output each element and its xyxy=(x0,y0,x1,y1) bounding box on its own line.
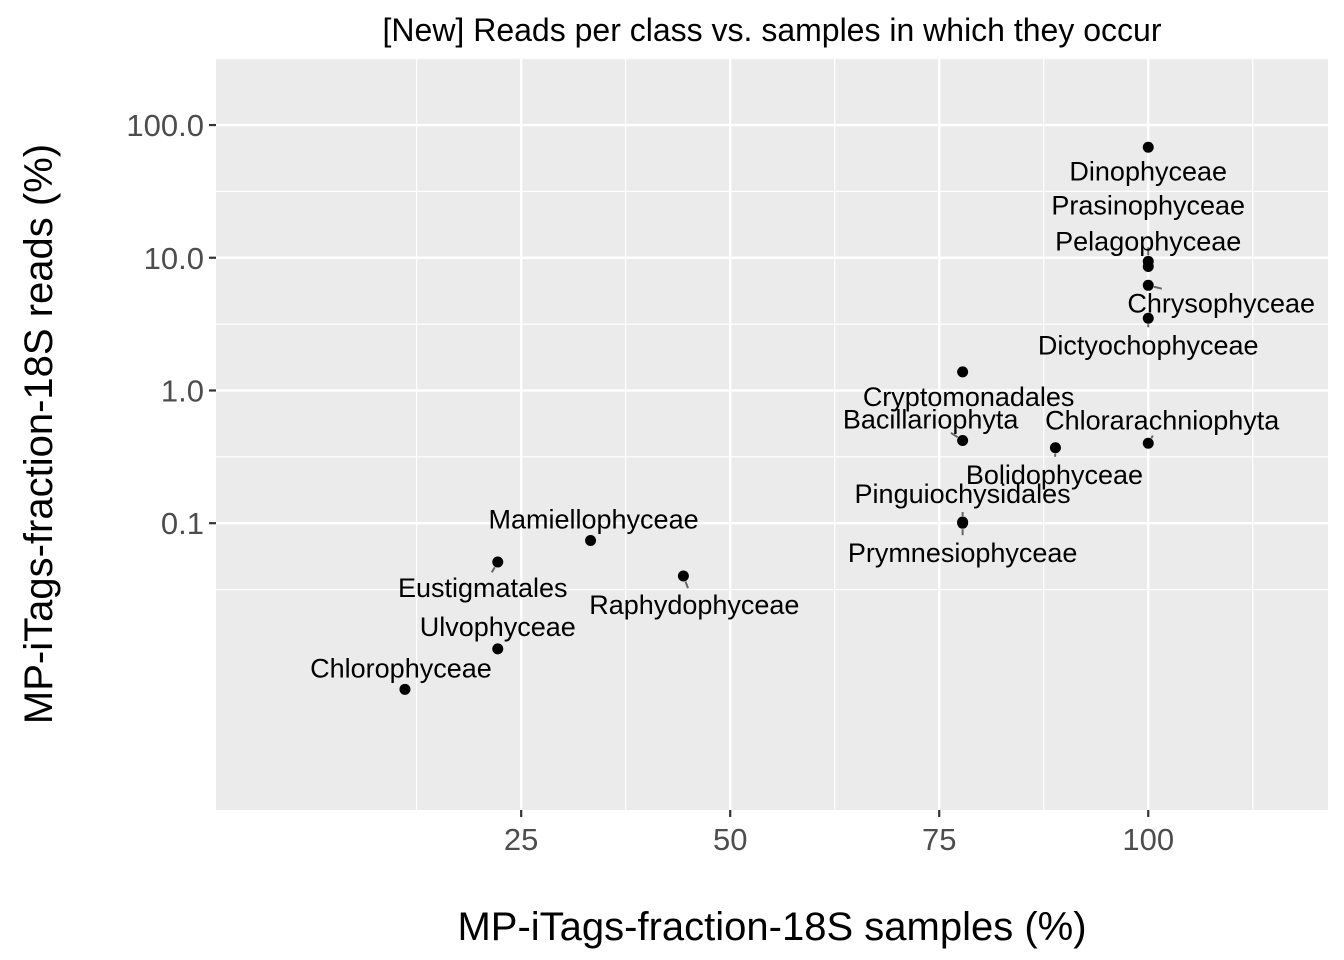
data-point xyxy=(1142,260,1154,272)
y-axis-title: MP-iTags-fraction-18S reads (%) xyxy=(17,144,61,724)
x-tick-label: 50 xyxy=(713,822,747,857)
data-point-labels: Dinophyceae Prasinophyceae Pelagophyceae Ch… xyxy=(310,156,1315,683)
label-leader-line xyxy=(684,581,689,589)
data-point xyxy=(957,434,969,446)
x-minor-gridlines xyxy=(416,58,1254,810)
data-point xyxy=(1142,312,1154,324)
data-point-label: Chlorarachniophyta xyxy=(1045,405,1280,435)
y-minor-gridlines xyxy=(216,58,1328,591)
data-point xyxy=(399,683,411,695)
y-axis-ticks: 0.1 1.0 10.0 100.0 xyxy=(126,108,216,541)
data-point-label: Cryptomonadales xyxy=(863,382,1075,412)
data-point-label: Bolidophyceae xyxy=(966,460,1143,490)
y-tick-label: 10.0 xyxy=(144,241,204,276)
chart-title: [New] Reads per class vs. samples in whi… xyxy=(383,12,1162,48)
x-tick-label: 25 xyxy=(504,822,538,857)
data-point xyxy=(1142,141,1154,153)
x-axis-ticks: 25 50 75 100 xyxy=(504,810,1174,857)
data-point-label: Chlorophyceae xyxy=(310,653,492,683)
data-point-label: Mamiellophyceae xyxy=(489,505,699,535)
label-leader-lines xyxy=(490,247,1163,589)
x-tick-label: 100 xyxy=(1122,822,1174,857)
data-point xyxy=(957,517,969,529)
x-major-gridlines xyxy=(519,58,1150,810)
data-point xyxy=(585,535,597,547)
data-point xyxy=(492,643,504,655)
data-point xyxy=(1142,437,1154,449)
data-point-label: Ulvophyceae xyxy=(420,612,576,642)
x-axis-title: MP-iTags-fraction-18S samples (%) xyxy=(457,905,1086,949)
data-point-label: Dictyochophyceae xyxy=(1038,330,1259,360)
data-point-label: Prasinophyceae xyxy=(1051,190,1245,220)
label-leader-line xyxy=(1153,285,1163,290)
data-point xyxy=(492,556,504,568)
data-point xyxy=(677,570,689,582)
data-point xyxy=(957,366,969,378)
data-point-label: Pinguiochysidales xyxy=(855,479,1071,509)
data-point-label: Dinophyceae xyxy=(1069,156,1227,186)
x-tick-label: 75 xyxy=(922,822,956,857)
plot-panel xyxy=(216,58,1328,810)
data-point-label: Chrysophyceae xyxy=(1127,288,1315,318)
label-leader-line xyxy=(950,431,959,439)
y-major-gridlines xyxy=(216,123,1328,525)
data-point-label: Bacillariophyta xyxy=(843,404,1020,434)
data-point-label: Eustigmatales xyxy=(398,573,568,603)
data-point-label: Pelagophyceae xyxy=(1055,226,1241,256)
data-point-label: Prymnesiophyceae xyxy=(848,538,1078,568)
data-point-label: Raphydophyceae xyxy=(589,590,799,620)
label-leader-line xyxy=(1150,435,1154,439)
data-point xyxy=(1142,279,1154,291)
data-point xyxy=(1049,442,1061,454)
y-tick-label: 0.1 xyxy=(161,506,204,541)
y-tick-label: 100.0 xyxy=(126,108,204,143)
data-points xyxy=(399,141,1154,695)
y-tick-label: 1.0 xyxy=(161,373,204,408)
label-leader-line xyxy=(490,566,496,573)
